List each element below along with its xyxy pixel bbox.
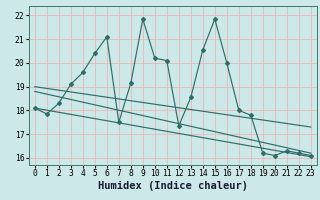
X-axis label: Humidex (Indice chaleur): Humidex (Indice chaleur) xyxy=(98,181,248,191)
